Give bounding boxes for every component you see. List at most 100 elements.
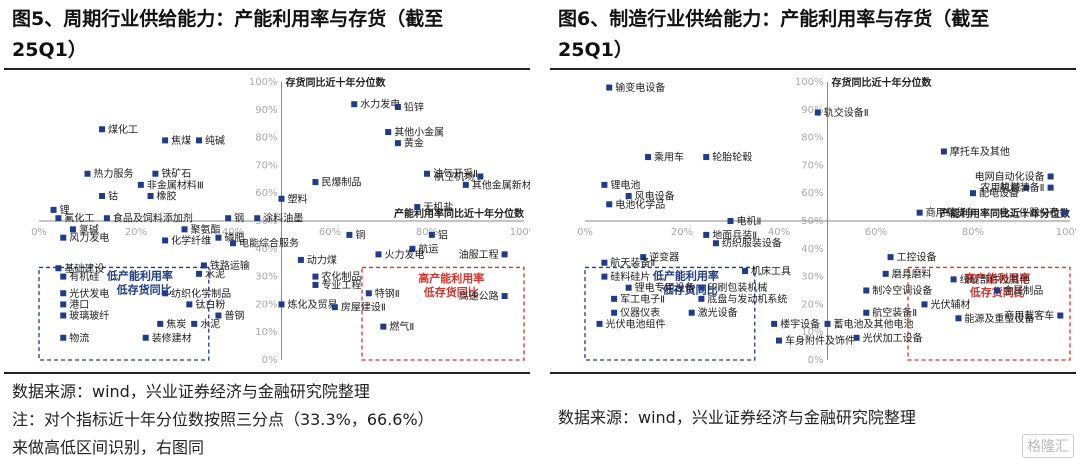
data-point-marker bbox=[55, 265, 62, 272]
data-point-label: 焦煤 bbox=[171, 134, 191, 147]
data-point-label: 光伏发电 bbox=[69, 287, 109, 300]
high-zone-label-1: 高产能利用率 bbox=[418, 271, 484, 285]
data-point-label: 纺织化学制品 bbox=[171, 287, 231, 300]
figure-5-scatter-chart: 0% 20% 40% 60% 80% 100% 0% 10% 20% 30% 40% 50% 60% 70… bbox=[31, 76, 530, 366]
data-point-marker bbox=[601, 259, 608, 266]
data-point-marker bbox=[181, 226, 188, 233]
data-point-marker bbox=[776, 337, 782, 344]
data-point-label: 油气开采Ⅱ bbox=[433, 167, 478, 180]
data-point-label: 电网自动化设备 bbox=[975, 170, 1045, 183]
data-point-label: 线缆部件及其他 bbox=[960, 273, 1030, 286]
low-zone-box bbox=[38, 266, 210, 361]
data-point-marker bbox=[157, 320, 164, 327]
data-point-marker bbox=[727, 218, 734, 224]
y-tick-label: 70% bbox=[255, 160, 277, 171]
data-point-marker bbox=[606, 201, 613, 208]
data-point-marker bbox=[225, 215, 232, 222]
data-point-marker bbox=[142, 334, 149, 341]
data-point-label: 航天装备Ⅱ bbox=[610, 256, 655, 269]
watermark-logo: 格隆汇 bbox=[1022, 434, 1074, 458]
data-point-label: 锂 bbox=[60, 204, 70, 216]
data-point-label: 锂电池 bbox=[610, 178, 640, 191]
data-point-label: 风力发电 bbox=[69, 231, 109, 244]
data-point-marker bbox=[606, 84, 613, 91]
data-point-label: 其他金属新材料 bbox=[472, 178, 530, 191]
data-point-label: 车身附件及饰件 bbox=[785, 334, 855, 347]
data-point-label: 地面兵装Ⅱ bbox=[712, 228, 757, 241]
data-point-marker bbox=[703, 231, 710, 238]
figure-5-title-line2: 25Q1） bbox=[12, 39, 87, 61]
data-point-label: 电工仪器仪表 bbox=[999, 206, 1059, 219]
data-point-label: 纯碱 bbox=[205, 134, 225, 147]
y-tick-label: 100% bbox=[795, 77, 824, 88]
data-point-marker bbox=[501, 293, 508, 300]
data-point-label: 无机盐 bbox=[423, 201, 453, 214]
data-point-marker bbox=[215, 234, 222, 241]
data-point-label: 橡胶 bbox=[157, 189, 177, 202]
data-point-marker bbox=[278, 301, 285, 308]
data-point-label: 动力煤 bbox=[307, 253, 337, 266]
data-point-label: 热力服务 bbox=[94, 167, 134, 180]
data-point-label: 航空机场 bbox=[434, 170, 474, 183]
x-tick-label: 0% bbox=[31, 227, 47, 238]
data-point-marker bbox=[385, 129, 392, 136]
y-tick-label: 30% bbox=[801, 272, 823, 283]
data-point-label: 特钢Ⅱ bbox=[375, 287, 400, 300]
data-point-marker bbox=[771, 320, 778, 327]
data-point-label: 蓄电池及其他电池 bbox=[834, 317, 914, 330]
y-tick-label: 20% bbox=[255, 299, 277, 310]
data-point-label: 航海装备Ⅱ bbox=[1000, 181, 1045, 194]
data-point-label: 黄金 bbox=[404, 137, 424, 150]
data-point-label: 燃气Ⅱ bbox=[389, 320, 414, 333]
data-point-label: 摩托车及其他 bbox=[950, 145, 1010, 158]
data-point-label: 煤化工 bbox=[108, 123, 138, 136]
data-point-marker bbox=[147, 192, 154, 199]
data-point-marker bbox=[99, 126, 106, 133]
data-point-label: 火力发电 bbox=[385, 248, 425, 261]
data-point-label: 能源及重型设备 bbox=[964, 312, 1034, 325]
data-point-marker bbox=[60, 301, 67, 308]
data-point-label: 氯碱 bbox=[79, 223, 99, 236]
data-point-label: 轮胎轮毂 bbox=[712, 151, 752, 164]
y-tick-label: 10% bbox=[801, 327, 823, 338]
data-point-label: 光伏电池组件 bbox=[606, 317, 666, 330]
data-point-marker bbox=[60, 312, 67, 319]
data-point-marker bbox=[215, 312, 222, 319]
y-tick-label: 20% bbox=[801, 299, 823, 310]
data-point-marker bbox=[1023, 184, 1030, 191]
data-point-label: 电能综合服务 bbox=[239, 237, 299, 250]
data-point-marker bbox=[351, 101, 358, 108]
data-point-marker bbox=[955, 315, 962, 322]
data-point-marker bbox=[394, 104, 401, 111]
data-point-marker bbox=[916, 209, 923, 216]
data-point-marker bbox=[1047, 173, 1054, 180]
data-point-label: 逆变器 bbox=[649, 251, 679, 264]
data-point-label: 装修建材 bbox=[152, 331, 192, 344]
data-point-marker bbox=[462, 181, 469, 188]
data-point-marker bbox=[887, 254, 894, 261]
data-point-marker bbox=[921, 301, 928, 308]
x-tick-label: 100% bbox=[510, 227, 530, 238]
high-zone-label-1: 高产能利用率 bbox=[964, 271, 1030, 285]
data-point-label: 水泥 bbox=[200, 317, 220, 330]
top-rule bbox=[4, 68, 530, 70]
data-point-marker bbox=[428, 231, 435, 238]
data-point-label: 农化制品 bbox=[321, 270, 361, 283]
data-point-marker bbox=[200, 262, 207, 269]
y-tick-label: 90% bbox=[255, 105, 277, 116]
data-point-marker bbox=[196, 270, 203, 277]
data-point-label: 磨具磨料 bbox=[892, 267, 932, 280]
y-tick-label: 60% bbox=[255, 188, 277, 199]
data-point-label: 其他小金属 bbox=[394, 126, 444, 139]
y-axis-label: 存货同比近十年分位数 bbox=[286, 76, 387, 89]
data-point-marker bbox=[331, 304, 338, 311]
data-point-marker bbox=[297, 256, 304, 263]
data-point-marker bbox=[103, 215, 110, 222]
x-tick-label: 80% bbox=[962, 227, 984, 238]
data-point-marker bbox=[312, 179, 319, 186]
data-point-marker bbox=[611, 309, 618, 316]
y-tick-label: 50% bbox=[255, 216, 277, 227]
y-tick-label: 90% bbox=[801, 105, 823, 116]
data-point-marker bbox=[712, 240, 719, 247]
data-point-label: 楼宇设备 bbox=[780, 317, 820, 330]
